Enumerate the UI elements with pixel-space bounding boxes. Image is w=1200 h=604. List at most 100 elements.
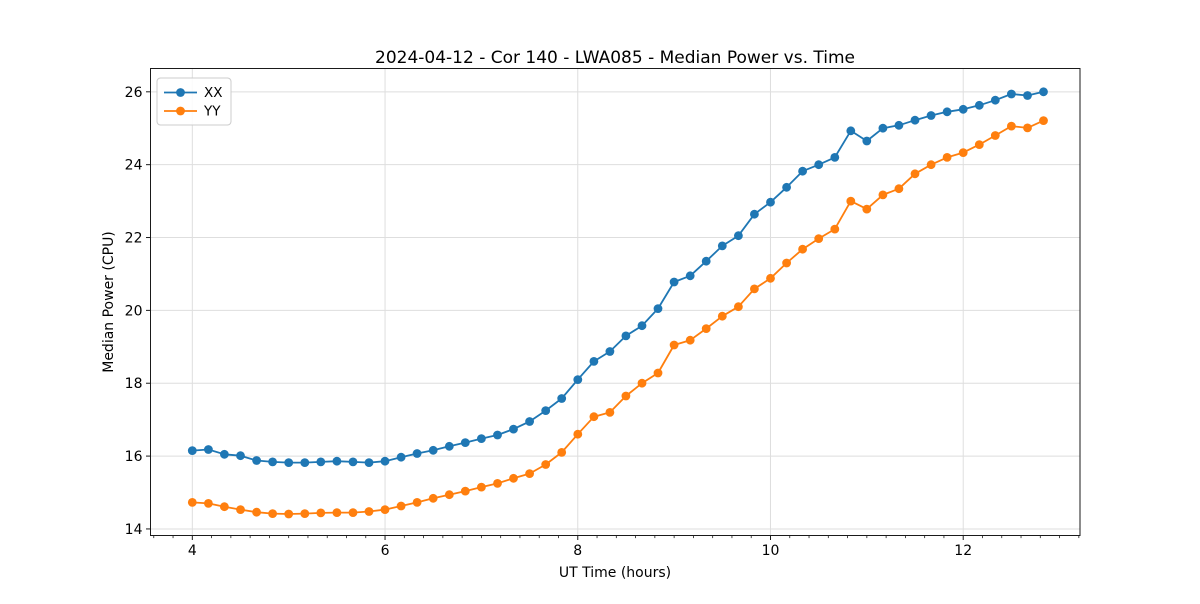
- data-point-xx: [685, 271, 695, 281]
- data-point-yy: [493, 479, 502, 488]
- data-point-yy: [942, 153, 952, 162]
- chart-title: 2024-04-12 - Cor 140 - LWA085 - Median P…: [375, 48, 855, 68]
- data-point-xx: [444, 441, 454, 451]
- data-point-xx: [364, 458, 374, 467]
- data-point-xx: [509, 424, 518, 434]
- data-point-xx: [284, 458, 294, 467]
- data-point-xx: [380, 456, 390, 466]
- data-point-xx: [557, 394, 567, 403]
- data-point-xx: [717, 241, 727, 251]
- data-point-yy: [878, 190, 888, 200]
- data-point-xx: [766, 197, 775, 207]
- data-point-xx: [846, 126, 856, 136]
- data-point-xx: [926, 111, 936, 120]
- data-point-yy: [444, 490, 454, 500]
- data-point-yy: [300, 509, 310, 518]
- legend-label-yy: YY: [203, 104, 221, 120]
- data-point-xx: [782, 182, 791, 192]
- legend-box: [156, 77, 232, 126]
- data-point-xx: [460, 438, 470, 447]
- data-point-xx: [958, 104, 968, 114]
- data-point-xx: [701, 256, 711, 266]
- y-tick-label: 26: [125, 85, 143, 101]
- data-point-yy: [798, 244, 807, 254]
- data-point-yy: [846, 196, 856, 206]
- data-point-yy: [348, 508, 358, 517]
- data-point-yy: [974, 140, 984, 150]
- data-point-xx: [910, 115, 920, 125]
- data-point-xx: [589, 357, 599, 366]
- x-axis-label: UT Time (hours): [559, 565, 671, 581]
- data-point-xx: [653, 304, 663, 313]
- data-point-yy: [380, 505, 390, 514]
- data-point-xx: [220, 449, 229, 459]
- data-point-yy: [653, 368, 663, 378]
- y-tick-label: 14: [125, 522, 143, 538]
- data-point-xx: [493, 430, 502, 440]
- data-point-xx: [316, 457, 326, 467]
- x-tick-label: 6: [381, 543, 390, 559]
- data-point-yy: [477, 482, 486, 492]
- data-point-yy: [589, 412, 599, 422]
- data-point-xx: [428, 445, 438, 455]
- legend-label-xx: XX: [204, 85, 223, 101]
- data-point-yy: [862, 204, 872, 214]
- data-point-xx: [396, 452, 406, 462]
- data-point-yy: [830, 224, 840, 234]
- data-point-xx: [669, 277, 679, 287]
- data-point-xx: [750, 209, 759, 219]
- x-tick-label: 4: [188, 543, 197, 559]
- data-point-yy: [637, 378, 647, 388]
- data-point-yy: [669, 340, 679, 350]
- data-point-yy: [926, 160, 936, 170]
- data-point-yy: [187, 498, 197, 507]
- data-point-xx: [573, 375, 583, 384]
- data-point-yy: [910, 169, 920, 179]
- y-tick-label: 16: [125, 449, 143, 465]
- y-tick-label: 18: [125, 376, 143, 392]
- data-point-xx: [798, 166, 807, 176]
- data-point-xx: [1007, 89, 1016, 99]
- data-point-xx: [990, 95, 1000, 105]
- data-point-yy: [1039, 116, 1048, 125]
- data-point-xx: [894, 120, 904, 130]
- data-point-yy: [1007, 121, 1016, 131]
- data-point-yy: [557, 448, 567, 457]
- data-point-yy: [332, 508, 342, 517]
- data-point-xx: [862, 136, 872, 146]
- data-point-yy: [1023, 123, 1032, 133]
- data-point-yy: [766, 273, 775, 283]
- data-point-xx: [204, 445, 213, 454]
- y-tick-label: 20: [125, 303, 143, 319]
- data-point-yy: [509, 473, 518, 483]
- data-point-xx: [621, 331, 631, 341]
- x-tick-label: 10: [762, 543, 780, 559]
- data-point-yy: [894, 184, 904, 194]
- data-point-xx: [268, 457, 277, 467]
- data-point-yy: [428, 493, 438, 503]
- data-point-yy: [204, 499, 213, 508]
- data-point-yy: [814, 234, 824, 244]
- data-point-yy: [621, 391, 631, 401]
- y-axis-label: Median Power (CPU): [101, 231, 117, 373]
- data-point-yy: [220, 502, 229, 512]
- data-point-xx: [942, 107, 952, 117]
- data-point-xx: [830, 153, 840, 162]
- data-point-yy: [268, 509, 277, 518]
- data-point-xx: [974, 100, 984, 110]
- data-point-yy: [685, 335, 695, 345]
- data-point-yy: [717, 311, 727, 321]
- data-point-yy: [701, 324, 711, 333]
- data-point-yy: [252, 507, 261, 517]
- data-point-yy: [284, 509, 294, 519]
- data-point-yy: [236, 505, 245, 514]
- data-point-xx: [477, 434, 486, 443]
- data-point-xx: [541, 406, 551, 415]
- data-point-yy: [525, 469, 534, 478]
- data-point-xx: [525, 417, 534, 426]
- data-point-xx: [252, 456, 261, 465]
- data-point-yy: [316, 508, 326, 518]
- data-point-yy: [750, 284, 759, 294]
